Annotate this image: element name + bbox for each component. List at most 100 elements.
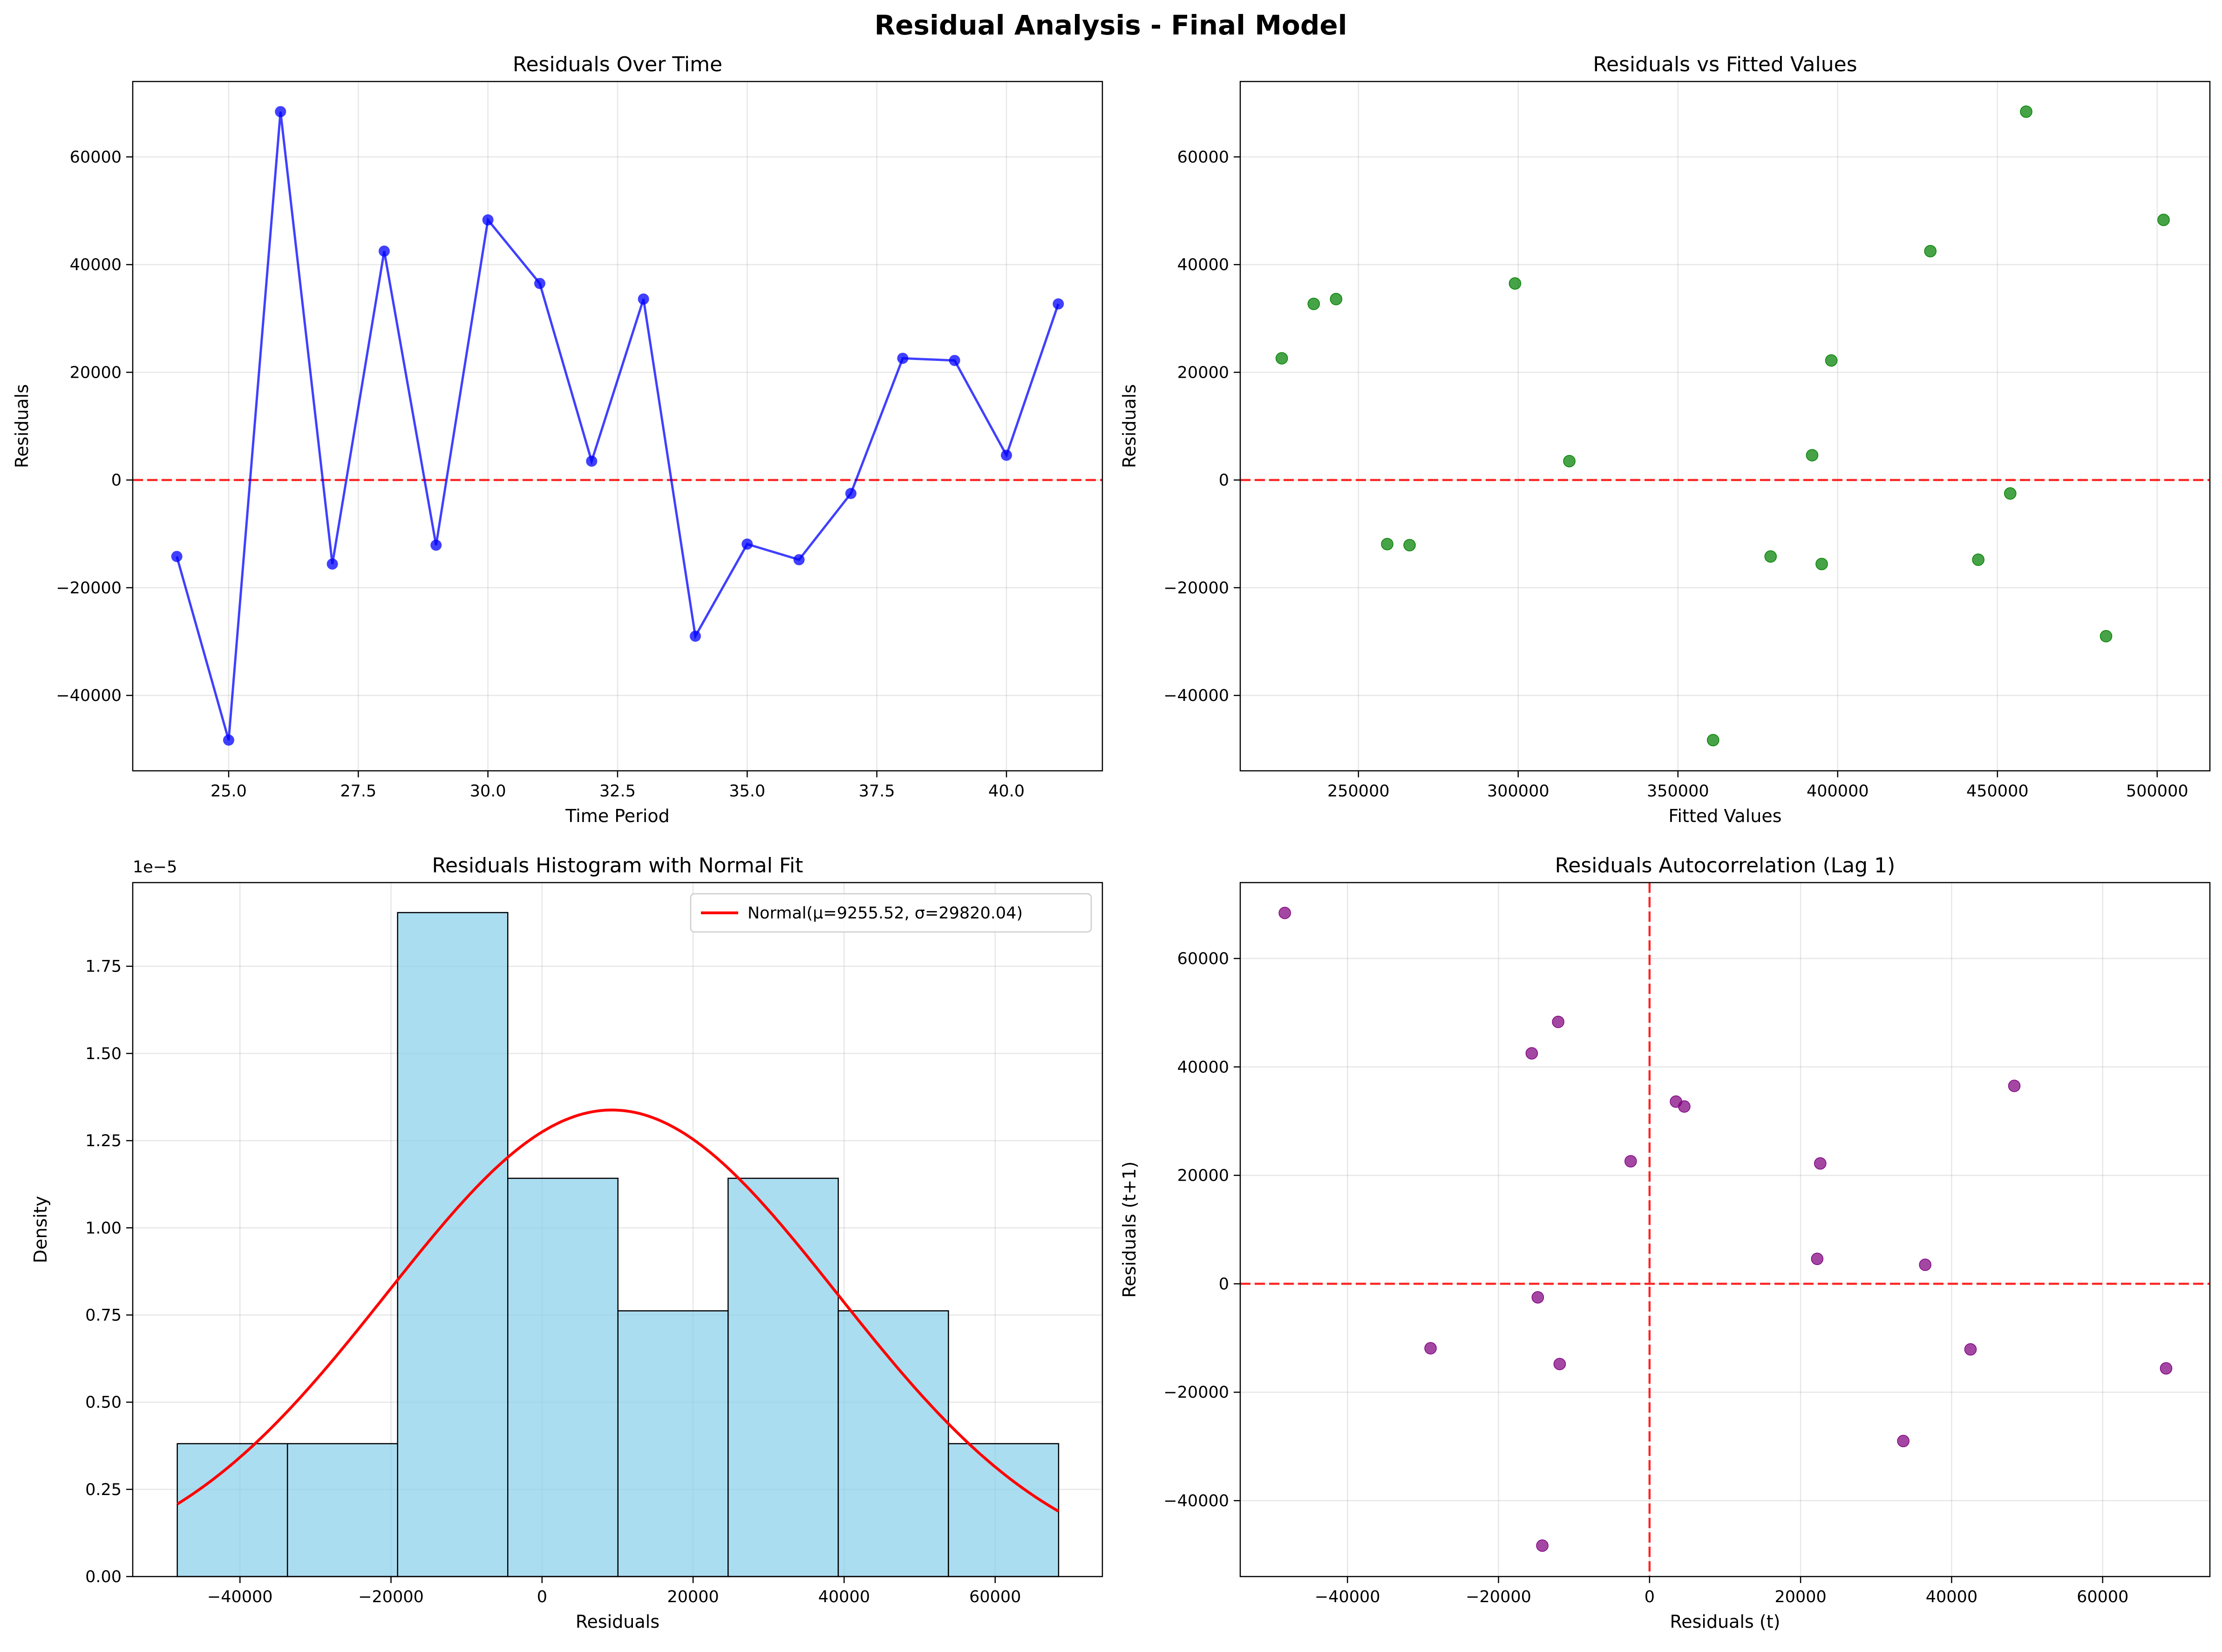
legend-label: Normal(μ=9255.52, σ=29820.04) bbox=[747, 904, 1023, 923]
panel-title: Residuals vs Fitted Values bbox=[1593, 53, 1857, 76]
histogram-bar bbox=[727, 1177, 839, 1577]
x-tick-label: 40000 bbox=[818, 1588, 870, 1606]
y-tick-label: −40000 bbox=[1163, 1492, 1229, 1510]
normal-fit-curve bbox=[177, 1108, 1060, 1513]
x-tick-label: 250000 bbox=[1327, 782, 1390, 801]
scatter-point bbox=[1531, 1291, 1544, 1304]
x-tick-label: 60000 bbox=[969, 1588, 1021, 1606]
scatter-point bbox=[1275, 352, 1288, 365]
scatter-point bbox=[1707, 734, 1719, 747]
scatter-point bbox=[1509, 277, 1522, 290]
y-tick-label: 0.75 bbox=[85, 1306, 122, 1325]
x-tick-label: 60000 bbox=[2077, 1588, 2128, 1606]
y-tick-label: 1.00 bbox=[85, 1219, 122, 1237]
y-tick-label: 0.25 bbox=[85, 1481, 122, 1499]
y-tick-label: −20000 bbox=[1163, 579, 1229, 598]
scatter-point bbox=[2160, 1362, 2173, 1375]
scatter-point bbox=[1814, 1157, 1827, 1170]
histogram-bar bbox=[948, 1443, 1060, 1577]
y-tick-label: 40000 bbox=[1177, 1058, 1229, 1077]
x-tick-label: 0 bbox=[537, 1588, 547, 1606]
scatter-point bbox=[2020, 105, 2032, 118]
y-tick-label: 20000 bbox=[70, 363, 122, 382]
scatter-point bbox=[1825, 354, 1838, 367]
x-tick-label: 400000 bbox=[1807, 782, 1869, 801]
y-tick-label: 1.75 bbox=[85, 958, 122, 976]
data-point bbox=[326, 558, 338, 570]
scatter-point bbox=[1972, 553, 1984, 566]
data-point bbox=[534, 278, 545, 289]
figure-title: Residual Analysis - Final Model bbox=[874, 9, 1347, 41]
data-point bbox=[482, 214, 494, 226]
y-tick-label: 60000 bbox=[1177, 148, 1229, 167]
axes-frame bbox=[132, 882, 1103, 1577]
x-tick-label: 35.0 bbox=[729, 782, 765, 801]
scatter-point bbox=[1897, 1434, 1909, 1448]
scatter-point bbox=[1919, 1258, 1931, 1271]
scatter-point bbox=[1381, 537, 1393, 551]
data-point bbox=[223, 734, 234, 746]
data-point bbox=[897, 353, 909, 364]
scatter-point bbox=[1964, 1343, 1977, 1356]
panel-over_time: 25.0 27.5 30.0 32.5 35.0 37.5 40.0 −40000 −20000… bbox=[12, 53, 1103, 826]
scatter-point bbox=[1553, 1358, 1566, 1370]
x-axis-label: Residuals (t) bbox=[1670, 1611, 1780, 1632]
scatter-point bbox=[1307, 298, 1320, 310]
y-tick-label: −20000 bbox=[1163, 1383, 1229, 1402]
scatter-point bbox=[1330, 292, 1343, 306]
y-tick-label: 40000 bbox=[70, 256, 122, 274]
scatter-point bbox=[1403, 539, 1416, 551]
y-tick-label: 0.50 bbox=[85, 1394, 122, 1412]
x-tick-label: −20000 bbox=[358, 1588, 424, 1606]
data-point bbox=[638, 293, 649, 305]
legend-box bbox=[690, 893, 1092, 933]
y-tick-label: 0 bbox=[1219, 471, 1229, 490]
x-tick-label: 450000 bbox=[1966, 782, 2029, 801]
y-tick-label: 0.00 bbox=[85, 1568, 122, 1586]
data-point bbox=[430, 539, 442, 551]
scatter-point bbox=[2008, 1080, 2021, 1092]
y-scale-factor: 1e−5 bbox=[133, 858, 177, 877]
y-tick-label: 1.50 bbox=[85, 1045, 122, 1063]
scatter-point bbox=[1811, 1252, 1824, 1265]
scatter-point bbox=[1424, 1342, 1437, 1355]
scatter-point bbox=[1563, 455, 1576, 468]
x-axis-label: Time Period bbox=[565, 806, 670, 826]
x-tick-label: 40000 bbox=[1926, 1588, 1977, 1606]
y-tick-label: −20000 bbox=[56, 579, 122, 598]
scatter-point bbox=[2004, 487, 2017, 500]
scatter-point bbox=[1678, 1100, 1691, 1113]
panel-title: Residuals Histogram with Normal Fit bbox=[432, 854, 803, 877]
scatter-point bbox=[2100, 630, 2113, 643]
y-tick-label: −40000 bbox=[1163, 687, 1229, 705]
y-axis-label: Density bbox=[30, 1196, 51, 1263]
y-tick-label: 1.25 bbox=[85, 1132, 122, 1150]
x-tick-label: 300000 bbox=[1487, 782, 1549, 801]
x-tick-label: 20000 bbox=[1774, 1588, 1826, 1606]
x-tick-label: 350000 bbox=[1647, 782, 1709, 801]
data-point bbox=[171, 551, 183, 562]
panel-title: Residuals Over Time bbox=[513, 53, 722, 76]
data-point bbox=[586, 455, 598, 467]
scatter-point bbox=[1815, 557, 1828, 571]
axes-frame bbox=[1239, 882, 2211, 1577]
scatter-point bbox=[1536, 1539, 1549, 1552]
x-tick-label: −40000 bbox=[1315, 1588, 1380, 1606]
panel-histogram: −40000 −20000 0 20000 40000 60000 0.00 0.25 0.50… bbox=[30, 854, 1103, 1632]
histogram-bar bbox=[837, 1310, 949, 1577]
x-tick-label: 32.5 bbox=[599, 782, 636, 801]
histogram-bar bbox=[286, 1443, 398, 1577]
data-point bbox=[1001, 449, 1012, 461]
y-tick-label: 60000 bbox=[1177, 950, 1229, 968]
scatter-point bbox=[2157, 213, 2170, 226]
scatter-point bbox=[1764, 550, 1777, 563]
histogram-bar bbox=[617, 1310, 729, 1577]
axes-frame bbox=[1239, 81, 2211, 772]
x-axis-label: Fitted Values bbox=[1668, 806, 1781, 826]
histogram-bar bbox=[397, 912, 509, 1577]
x-tick-label: −40000 bbox=[207, 1588, 273, 1606]
panel-title: Residuals Autocorrelation (Lag 1) bbox=[1555, 854, 1896, 877]
data-point bbox=[378, 245, 390, 257]
